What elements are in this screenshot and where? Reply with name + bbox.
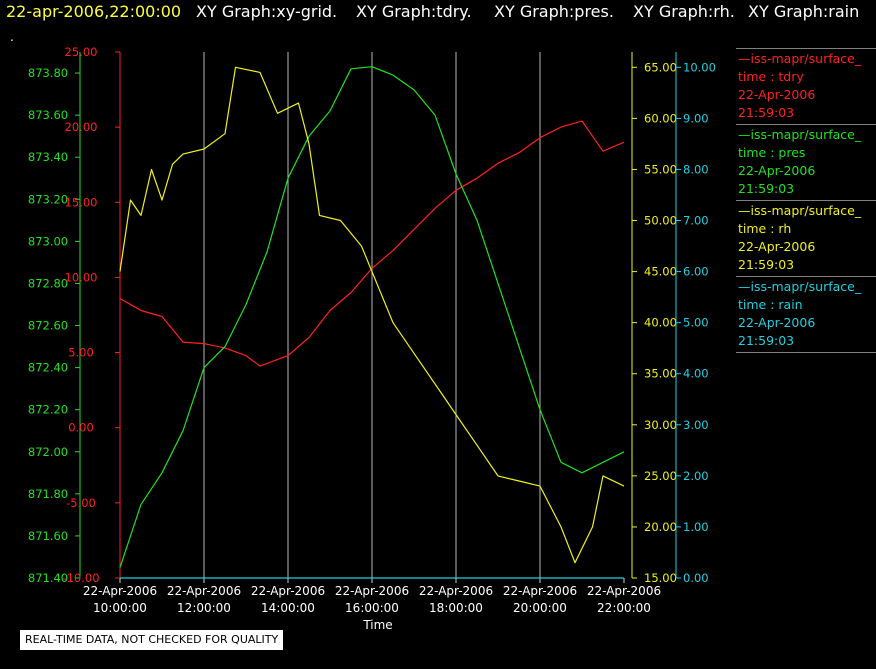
graph-label-rh: XY Graph:rh. (633, 2, 735, 21)
timestamp-label: 22-apr-2006,22:00:00 (6, 2, 182, 21)
rain-tick-label: 7.00 (683, 214, 709, 228)
x-tick-time: 16:00:00 (345, 601, 399, 615)
pres-tick-label: 873.60 (28, 108, 68, 122)
legend-date: 22-Apr-2006 (738, 239, 816, 254)
rain-tick-label: 4.00 (683, 367, 709, 381)
x-tick-time: 14:00:00 (261, 601, 315, 615)
x-tick-time: 12:00:00 (177, 601, 231, 615)
title-bar: 22-apr-2006,22:00:00 XY Graph:xy-grid. X… (0, 0, 876, 26)
pres-tick-label: 872.00 (28, 445, 68, 459)
legend-entry-rain[interactable]: —iss-mapr/surface_ time : rain 22-Apr-20… (736, 276, 876, 352)
legend-var: time : rh (738, 221, 792, 236)
pres-tick-label: 872.40 (28, 361, 68, 375)
legend-entry-pres[interactable]: —iss-mapr/surface_ time : pres 22-Apr-20… (736, 124, 876, 200)
pres-tick-label: 873.80 (28, 66, 68, 80)
rh-tick-label: 65.00 (644, 60, 677, 74)
pres-tick-label: 871.80 (28, 487, 68, 501)
legend-time: 21:59:03 (738, 105, 795, 120)
rain-tick-label: 2.00 (683, 469, 709, 483)
tdry-tick-label: -5.00 (66, 496, 96, 510)
graph-label-xy-grid: XY Graph:xy-grid. (196, 2, 338, 21)
pres-tick-label: 872.60 (28, 319, 68, 333)
graph-label-pres: XY Graph:pres. (494, 2, 614, 21)
graph-label-rain: XY Graph:rain (748, 2, 860, 21)
pres-tick-label: 872.80 (28, 276, 68, 290)
legend-source: —iss-mapr/surface_ (738, 203, 862, 218)
legend-source: —iss-mapr/surface_ (738, 279, 862, 294)
tdry-tick-label: 25.00 (65, 45, 98, 59)
pres-tick-label: 871.40 (28, 571, 68, 585)
rh-tick-label: 25.00 (644, 469, 677, 483)
rain-tick-label: 10.00 (683, 60, 716, 74)
legend-source: —iss-mapr/surface_ (738, 51, 862, 66)
tdry-tick-label: 5.00 (68, 346, 94, 360)
x-tick-date: 22-Apr-2006 (167, 584, 241, 598)
series-tdry (119, 120, 625, 367)
x-tick-time: 20:00:00 (513, 601, 567, 615)
rain-tick-label: 6.00 (683, 265, 709, 279)
legend: —iss-mapr/surface_ time : tdry 22-Apr-20… (736, 48, 876, 354)
legend-time: 21:59:03 (738, 257, 795, 272)
tdry-tick-label: 10.00 (65, 270, 98, 284)
pres-tick-label: 873.20 (28, 192, 68, 206)
x-tick-time: 22:00:00 (597, 601, 651, 615)
rh-tick-label: 35.00 (644, 367, 677, 381)
marker-dot: . (10, 30, 14, 44)
rain-tick-label: 0.00 (683, 571, 709, 585)
rain-tick-label: 9.00 (683, 111, 709, 125)
x-tick-date: 22-Apr-2006 (335, 584, 409, 598)
series-rh (119, 66, 625, 564)
rh-tick-label: 45.00 (644, 265, 677, 279)
rain-tick-label: 3.00 (683, 418, 709, 432)
legend-date: 22-Apr-2006 (738, 163, 816, 178)
x-tick-date: 22-Apr-2006 (83, 584, 157, 598)
legend-source: —iss-mapr/surface_ (738, 127, 862, 142)
legend-entry-rh[interactable]: —iss-mapr/surface_ time : rh 22-Apr-2006… (736, 200, 876, 276)
tdry-tick-label: -10.00 (62, 571, 99, 585)
legend-time: 21:59:03 (738, 333, 795, 348)
quality-disclaimer: REAL-TIME DATA, NOT CHECKED FOR QUALITY (20, 630, 284, 650)
rain-tick-label: 8.00 (683, 162, 709, 176)
x-tick-date: 22-Apr-2006 (587, 584, 661, 598)
rain-tick-label: 5.00 (683, 316, 709, 330)
legend-var: time : rain (738, 297, 803, 312)
x-tick-date: 22-Apr-2006 (419, 584, 493, 598)
rain-tick-label: 1.00 (683, 520, 709, 534)
rh-tick-label: 60.00 (644, 111, 677, 125)
legend-entry-tdry[interactable]: —iss-mapr/surface_ time : tdry 22-Apr-20… (736, 48, 876, 124)
rh-tick-label: 50.00 (644, 214, 677, 228)
rh-tick-label: 30.00 (644, 418, 677, 432)
pres-tick-label: 873.40 (28, 150, 68, 164)
pres-tick-label: 873.00 (28, 234, 68, 248)
x-axis-label: Time (362, 618, 392, 632)
rh-tick-label: 55.00 (644, 162, 677, 176)
pres-tick-label: 872.20 (28, 403, 68, 417)
rh-tick-label: 15.00 (644, 571, 677, 585)
x-tick-date: 22-Apr-2006 (251, 584, 325, 598)
series-pres (119, 66, 625, 568)
legend-date: 22-Apr-2006 (738, 315, 816, 330)
legend-var: time : tdry (738, 69, 804, 84)
legend-divider (736, 352, 876, 354)
rh-tick-label: 40.00 (644, 316, 677, 330)
tdry-tick-label: 15.00 (65, 195, 98, 209)
graph-label-tdry: XY Graph:tdry. (356, 2, 472, 21)
legend-date: 22-Apr-2006 (738, 87, 816, 102)
legend-time: 21:59:03 (738, 181, 795, 196)
tdry-tick-label: 0.00 (68, 421, 94, 435)
x-tick-time: 10:00:00 (93, 601, 147, 615)
rh-tick-label: 20.00 (644, 520, 677, 534)
tdry-tick-label: 20.00 (65, 120, 98, 134)
x-tick-date: 22-Apr-2006 (503, 584, 577, 598)
pres-tick-label: 871.60 (28, 529, 68, 543)
x-tick-time: 18:00:00 (429, 601, 483, 615)
legend-var: time : pres (738, 145, 806, 160)
